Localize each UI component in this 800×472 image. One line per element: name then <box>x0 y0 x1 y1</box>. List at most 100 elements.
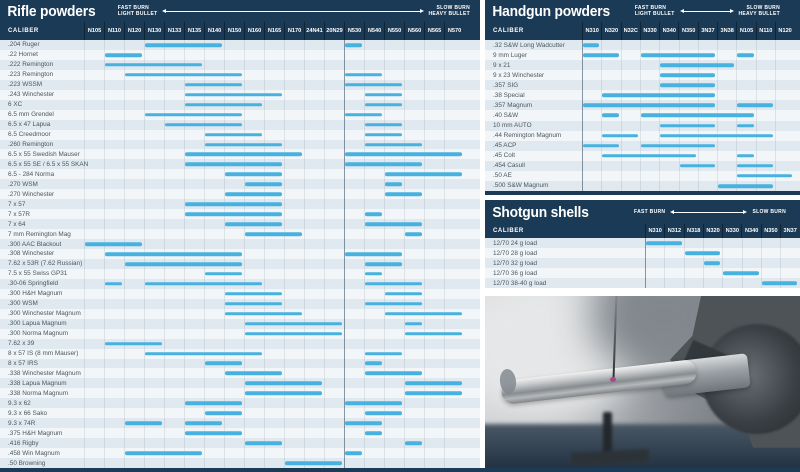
caliber-label: .260 Remington <box>8 141 54 148</box>
powder-range-bar <box>125 451 202 455</box>
powder-column-header: N120 <box>124 22 144 40</box>
powder-range-bar <box>365 431 382 435</box>
caliber-row: .32 S&W Long Wadcutter <box>485 40 800 51</box>
powder-range-bar <box>345 112 382 117</box>
column-gridline <box>424 40 425 468</box>
arrow-line <box>674 211 744 213</box>
powder-group-divider <box>582 40 583 191</box>
column-gridline <box>775 40 776 191</box>
caliber-row: 7 x 57R <box>0 209 480 220</box>
caliber-row: 6.5 x 55 Swedish Mauser <box>0 149 480 160</box>
powder-column-header: N32C <box>620 22 640 40</box>
caliber-label: 12/70 28 g load <box>493 249 538 257</box>
powder-range-bar <box>602 133 638 138</box>
arrow-right-head-icon <box>419 9 424 13</box>
powder-range-bar <box>205 132 262 137</box>
caliber-label: 7 x 57R <box>8 210 31 218</box>
photo-lower-pin <box>603 412 612 462</box>
powder-column-header: N312 <box>664 224 683 238</box>
caliber-label: .300 WSM <box>8 300 38 308</box>
powder-range-bar <box>225 222 282 226</box>
handgun-title-bar: Handgun powders FAST BURN LIGHT BULLET S… <box>485 0 800 22</box>
caliber-row: .357 Magnum <box>485 100 800 111</box>
powder-range-bar <box>205 142 282 147</box>
caliber-row: 7.5 x 55 Swiss GP31 <box>0 268 480 279</box>
caliber-label: 6.5 x 55 SE / 6.5 x 55 SKAN <box>8 160 89 168</box>
powder-column-header: N340 <box>741 224 760 238</box>
powder-range-bar <box>185 212 282 216</box>
caliber-label: .44 Remington Magnum <box>493 132 562 140</box>
caliber-row: .300 WSM <box>0 298 480 309</box>
powder-range-bar <box>105 63 202 67</box>
caliber-label: .454 Casull <box>493 162 525 170</box>
caliber-label: .338 Norma Magnum <box>8 389 69 397</box>
powder-column-header: N330 <box>639 22 659 40</box>
caliber-label: .270 WSM <box>8 180 38 188</box>
caliber-row: .308 Winchester <box>0 249 480 259</box>
powder-range-bar <box>365 411 402 416</box>
caliber-row: .22 Hornet <box>0 49 480 60</box>
powder-range-bar <box>365 132 402 137</box>
column-header-row: CALIBER N310 N320 N32C N330 N340 N350 3N37 3N38 N… <box>485 22 800 40</box>
powder-range-bar <box>145 282 262 286</box>
caliber-label: 7 x 57 <box>8 200 26 208</box>
caliber-row: .300 H&H Magnum <box>0 288 480 299</box>
powder-range-bar <box>640 143 716 148</box>
caliber-label: .338 Lapua Magnum <box>8 379 67 387</box>
caliber-label: .357 Magnum <box>493 101 533 109</box>
column-gridline <box>324 40 325 468</box>
column-gridline <box>264 40 265 468</box>
caliber-row: 12/70 38-40 g load <box>485 278 800 288</box>
powder-range-bar <box>761 281 798 285</box>
caliber-label: .308 Winchester <box>8 250 55 258</box>
caliber-row: .270 Winchester <box>0 189 480 200</box>
caliber-label: 12/70 24 g load <box>493 239 538 247</box>
powder-range-bar <box>602 113 619 118</box>
caliber-row: .204 Ruger <box>0 40 480 50</box>
column-gridline <box>84 40 85 468</box>
powder-range-bar <box>85 242 142 246</box>
caliber-row: .458 Win Magnum <box>0 448 480 459</box>
powder-range-bar <box>245 441 282 445</box>
caliber-row: .300 Norma Magnum <box>0 328 480 339</box>
powder-range-bar <box>640 53 716 57</box>
caliber-label: 9 x 23 Winchester <box>493 71 545 79</box>
powder-range-bar <box>723 271 759 275</box>
caliber-row: .38 Special <box>485 90 800 101</box>
powder-range-bar <box>385 192 422 197</box>
caliber-row: .223 WSSM <box>0 79 480 90</box>
powder-range-bar <box>602 153 696 158</box>
caliber-label: 7 x 64 <box>8 220 26 228</box>
caliber-label: 6.5 mm Grendel <box>8 111 54 119</box>
powder-range-bar <box>365 102 402 107</box>
column-gridline <box>620 40 622 191</box>
powder-range-bar <box>405 441 422 445</box>
powder-range-bar <box>660 123 716 128</box>
powder-range-bar <box>385 292 422 296</box>
powder-range-bar <box>405 391 462 396</box>
table-bottom-strip <box>485 191 800 195</box>
caliber-label: .338 Winchester Magnum <box>8 369 81 377</box>
powder-range-bar <box>185 82 242 87</box>
powder-range-bar <box>385 182 402 187</box>
caliber-label: .38 Special <box>493 91 525 99</box>
caliber-row: .375 H&H Magnum <box>0 428 480 439</box>
powder-range-bar <box>205 272 242 276</box>
caliber-label: .32 S&W Long Wadcutter <box>493 41 565 49</box>
shotgun-title-bar: Shotgun shells FAST BURN SLOW BURN <box>485 200 800 224</box>
caliber-label: .243 Winchester <box>8 91 55 99</box>
column-gridline <box>304 40 305 468</box>
caliber-row: 7 x 64 <box>0 219 480 230</box>
caliber-row: 9.3 x 66 Sako <box>0 408 480 419</box>
caliber-row: 6 XC <box>0 99 480 110</box>
caliber-row: .338 Winchester Magnum <box>0 368 480 379</box>
caliber-label: .30-06 Springfield <box>8 280 59 288</box>
powder-range-bar <box>684 251 721 255</box>
powder-range-bar <box>205 361 242 366</box>
powder-range-bar <box>660 83 716 88</box>
caliber-row: .50 AE <box>485 170 800 181</box>
powder-range-bar <box>405 331 462 336</box>
slow-burn-label: SLOW BURN <box>752 209 786 215</box>
caliber-label: .45 Colt <box>493 152 516 160</box>
powder-range-bar <box>125 262 242 266</box>
